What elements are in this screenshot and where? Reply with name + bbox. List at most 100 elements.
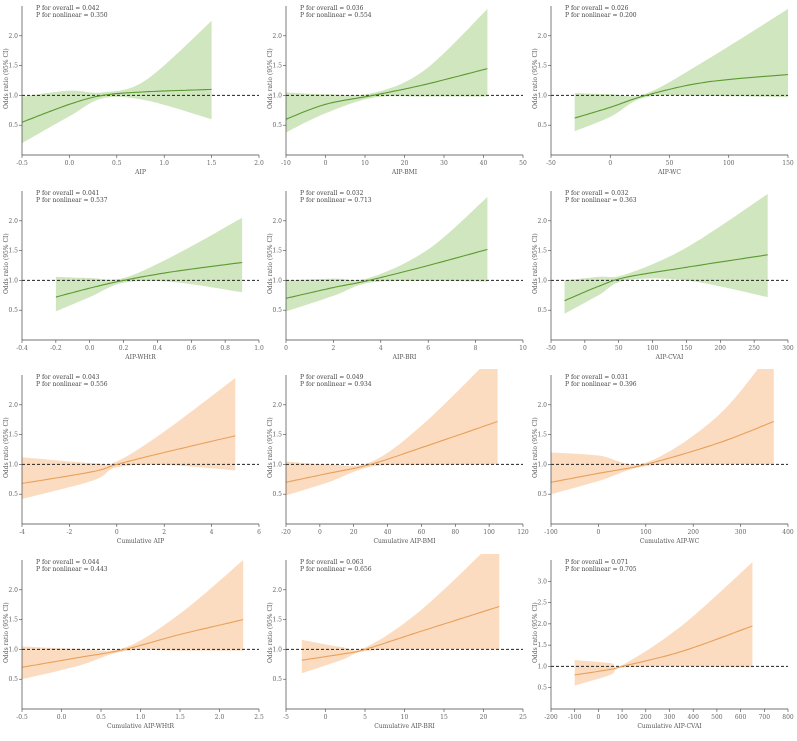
x-tick-label: 10 — [401, 714, 409, 721]
x-tick-label: 500 — [711, 714, 723, 721]
y-tick-label: 2.0 — [8, 587, 18, 594]
x-tick-label: 150 — [782, 160, 794, 167]
x-tick-label: 8 — [474, 345, 478, 352]
y-tick-label: 1.0 — [537, 277, 547, 284]
x-tick-label: 80 — [451, 529, 459, 536]
ci-band — [574, 562, 753, 686]
x-tick-label: 0.4 — [153, 345, 163, 352]
ci-band — [574, 9, 788, 132]
estimate-line — [574, 73, 789, 119]
p-overall-label: P for overall = 0.043 — [36, 374, 100, 381]
y-tick-label: 2.0 — [537, 218, 547, 225]
ci-band — [564, 194, 768, 314]
p-nonlinear-label: P for nonlinear = 0.713 — [300, 197, 372, 204]
ci-band — [22, 20, 212, 144]
x-axis-label: Cumulative AIP — [116, 538, 165, 545]
y-tick-label: 2.0 — [8, 33, 18, 40]
chart-panel-5: 0 2 4 6 8 10 0.5 1.0 1.5 2.0 P for overall = 0.032… — [266, 185, 531, 370]
chart-panel-10: -0.5 0.0 0.5 1.0 1.5 2.0 2.5 0.5 1.0 1.5 2.0 P for … — [2, 554, 267, 739]
chart-panel-4: -0.4 -0.2 0.0 0.2 0.4 0.6 0.8 1.0 0.5 1.0 1.5 2.0 P … — [2, 185, 267, 370]
y-axis-label: Odds ratio (95% CI) — [532, 232, 539, 294]
y-tick-label: 1.0 — [8, 461, 18, 468]
x-tick-label: 1.0 — [159, 160, 169, 167]
ci-band — [551, 369, 774, 495]
estimate-line — [574, 625, 753, 676]
x-tick-label: 0 — [596, 714, 600, 721]
p-overall-label: P for overall = 0.042 — [36, 5, 100, 12]
chart-svg: -5 0 5 10 15 20 25 0.5 1.0 1.5 2.0 — [272, 554, 527, 721]
x-tick-label: 20 — [480, 714, 488, 721]
x-tick-label: 2.5 — [254, 714, 264, 721]
y-axis-label: Odds ratio (95% CI) — [3, 47, 10, 109]
x-axis-label: AIP — [135, 169, 146, 176]
x-axis-label: Cumulative AIP-CVAI — [637, 723, 702, 730]
x-tick-label: 30 — [440, 160, 448, 167]
y-tick-label: 1.5 — [272, 432, 282, 439]
y-tick-label: 2.0 — [272, 33, 282, 40]
x-axis-label: AIP-BRI — [392, 354, 417, 361]
y-tick-label: 2.0 — [537, 402, 547, 409]
estimate-line — [21, 435, 236, 485]
x-tick-label: 60 — [418, 529, 426, 536]
chart-panel-1: -0.5 0.0 0.5 1.0 1.5 2.0 0.5 1.0 1.5 2.0 P for ove… — [2, 0, 267, 185]
p-overall-label: P for overall = 0.071 — [565, 559, 629, 566]
y-tick-label: 2.5 — [537, 600, 547, 607]
y-tick-label: 1.0 — [272, 277, 282, 284]
estimate-line — [55, 261, 243, 298]
x-tick-label: -0.5 — [16, 714, 28, 721]
x-tick-label: 300 — [735, 529, 747, 536]
p-nonlinear-label: P for nonlinear = 0.705 — [565, 566, 637, 573]
p-nonlinear-label: P for nonlinear = 0.537 — [36, 197, 108, 204]
y-tick-label: 3.0 — [537, 578, 547, 585]
chart-svg: -100 0 100 200 300 400 0.5 1.0 1.5 2.0 — [537, 369, 794, 536]
x-tick-label: 50 — [615, 345, 623, 352]
x-tick-label: 6 — [426, 345, 430, 352]
y-axis-label: Odds ratio (95% CI) — [267, 47, 274, 109]
x-axis-label: AIP-WC — [658, 169, 681, 176]
x-tick-label: 4 — [210, 529, 214, 536]
y-tick-label: 2.0 — [272, 402, 282, 409]
chart-svg: -4 -2 0 2 4 6 0.5 1.0 1.5 2.0 — [8, 375, 261, 536]
x-tick-label: 0.5 — [112, 160, 122, 167]
x-tick-label: 50 — [666, 160, 674, 167]
chart-svg: -20 0 20 40 60 80 100 120 0.5 1.0 1.5 2.0 — [272, 369, 529, 536]
y-tick-label: 1.5 — [8, 432, 18, 439]
y-axis-label: Odds ratio (95% CI) — [532, 47, 539, 109]
x-tick-label: 800 — [782, 714, 794, 721]
x-tick-label: 20 — [350, 529, 358, 536]
y-tick-label: 1.0 — [272, 461, 282, 468]
x-tick-label: 1.5 — [207, 160, 217, 167]
y-tick-label: 2.0 — [8, 402, 18, 409]
ci-band — [301, 554, 500, 674]
y-tick-label: 0.5 — [272, 676, 282, 683]
x-tick-label: 0 — [324, 160, 328, 167]
chart-svg: 0 2 4 6 8 10 0.5 1.0 1.5 2.0 — [272, 191, 527, 352]
x-tick-label: 200 — [715, 345, 727, 352]
chart-svg: -50 0 50 100 150 200 250 300 0.5 1.0 1.5 2.0 — [537, 191, 794, 352]
x-tick-label: 25 — [519, 714, 527, 721]
chart-svg: -0.5 0.0 0.5 1.0 1.5 2.0 2.5 0.5 1.0 1.5 2.0 — [8, 560, 264, 721]
x-tick-label: 0 — [608, 160, 612, 167]
y-tick-label: 1.0 — [8, 646, 18, 653]
p-overall-label: P for overall = 0.036 — [300, 5, 364, 12]
x-tick-label: 1.0 — [136, 714, 146, 721]
y-tick-label: 1.0 — [537, 461, 547, 468]
ci-band — [22, 378, 236, 499]
y-tick-label: 1.5 — [8, 617, 18, 624]
p-nonlinear-label: P for nonlinear = 0.656 — [300, 566, 372, 573]
y-tick-label: 1.5 — [537, 642, 547, 649]
x-tick-label: 0 — [596, 529, 600, 536]
x-tick-label: 10 — [361, 160, 369, 167]
y-tick-label: 1.0 — [272, 646, 282, 653]
y-tick-label: 1.0 — [272, 92, 282, 99]
estimate-line — [564, 254, 768, 302]
x-tick-label: 150 — [681, 345, 693, 352]
x-tick-label: 6 — [257, 529, 261, 536]
p-nonlinear-label: P for nonlinear = 0.396 — [565, 381, 637, 388]
x-tick-label: -0.5 — [16, 160, 28, 167]
x-tick-label: 1.0 — [254, 345, 264, 352]
y-tick-label: 0.5 — [8, 676, 18, 683]
y-tick-label: 0.5 — [537, 122, 547, 129]
x-tick-label: -200 — [544, 714, 558, 721]
